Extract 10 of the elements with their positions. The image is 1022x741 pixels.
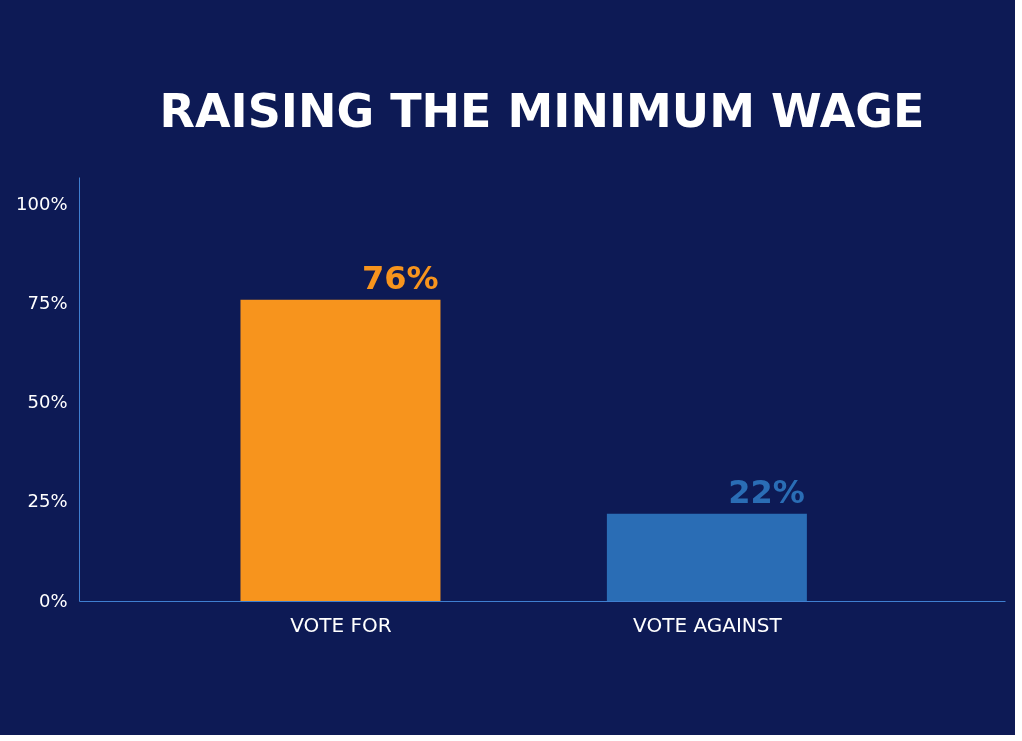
y-tick-label: 75% <box>27 292 68 314</box>
y-tick-label: 25% <box>27 490 68 512</box>
x-tick-label: VOTE FOR <box>290 612 392 637</box>
x-tick-label: VOTE AGAINST <box>633 612 783 637</box>
y-tick-label: 0% <box>38 589 68 611</box>
data-label: 76% <box>361 258 439 297</box>
data-label: 22% <box>728 472 805 511</box>
y-tick-label: 50% <box>27 391 68 413</box>
y-tick-label: 100% <box>16 193 68 215</box>
chart-title: RAISING THE MINIMUM WAGE <box>159 84 925 138</box>
